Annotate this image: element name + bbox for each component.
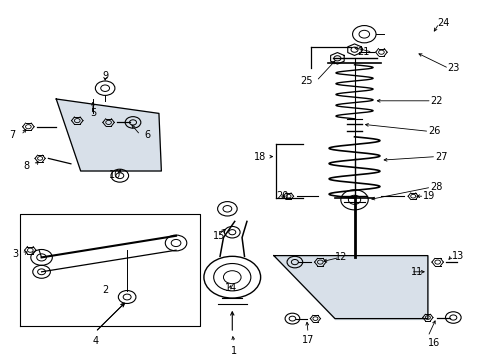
- Text: 8: 8: [23, 161, 29, 171]
- Text: 3: 3: [12, 249, 19, 259]
- Text: 4: 4: [92, 336, 98, 346]
- Text: 15: 15: [212, 231, 224, 241]
- Text: 7: 7: [9, 130, 16, 140]
- Text: 2: 2: [102, 285, 108, 295]
- Text: 17: 17: [301, 335, 314, 345]
- Text: 26: 26: [427, 126, 439, 136]
- Text: 6: 6: [144, 130, 150, 140]
- Text: 18: 18: [254, 152, 266, 162]
- Text: 13: 13: [451, 251, 464, 261]
- Text: 5: 5: [90, 108, 96, 118]
- Text: 19: 19: [422, 191, 434, 201]
- Polygon shape: [56, 99, 161, 171]
- Text: 25: 25: [300, 76, 312, 86]
- Text: 28: 28: [429, 182, 442, 192]
- Text: 20: 20: [276, 191, 288, 201]
- Polygon shape: [273, 256, 427, 319]
- Text: 23: 23: [447, 63, 459, 73]
- Text: 14: 14: [224, 283, 237, 293]
- Text: 16: 16: [427, 338, 439, 348]
- Text: 24: 24: [437, 18, 449, 28]
- Text: 11: 11: [410, 267, 422, 277]
- Text: 10: 10: [108, 170, 121, 180]
- Text: 12: 12: [334, 252, 346, 262]
- Text: 22: 22: [429, 96, 442, 106]
- Text: 21: 21: [356, 47, 368, 57]
- Text: 9: 9: [102, 71, 108, 81]
- Text: 27: 27: [434, 152, 447, 162]
- Text: 1: 1: [230, 346, 236, 356]
